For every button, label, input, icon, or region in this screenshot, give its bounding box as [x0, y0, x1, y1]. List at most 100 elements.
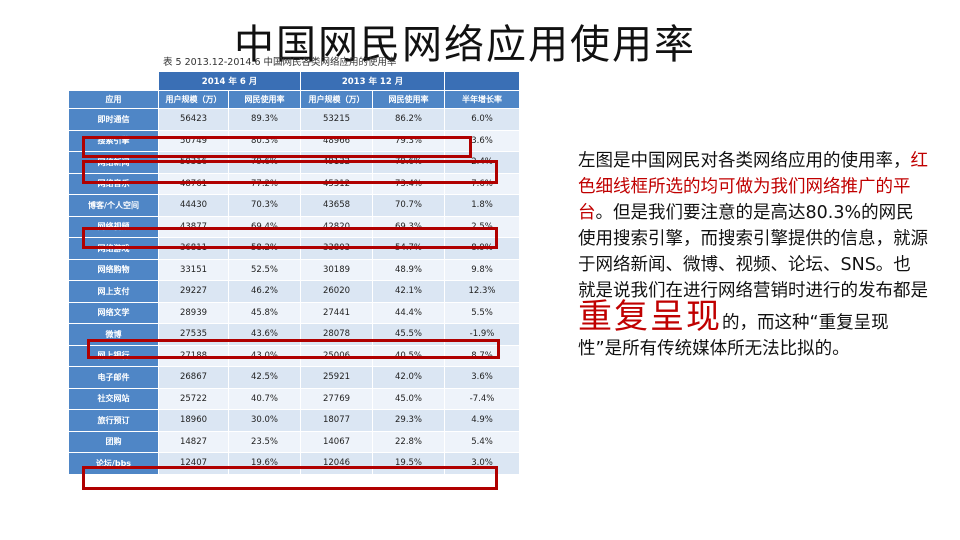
row-app-name: 即时通信 — [68, 108, 159, 131]
table-cell: 56423 — [158, 108, 229, 131]
table-cell: 36811 — [158, 237, 229, 260]
table-cell: 44.4% — [372, 301, 446, 324]
row-app-name: 网络音乐 — [68, 172, 159, 195]
table-cell: 14067 — [300, 430, 374, 453]
header-spacer-right — [444, 71, 519, 91]
row-app-name: 团购 — [68, 430, 159, 453]
table-cell: 8.9% — [444, 237, 519, 260]
table-cell: 48.9% — [372, 258, 446, 281]
table-row: 电子邮件 26867 42.5% 25921 42.0% 3.6% — [68, 366, 519, 389]
description-part: 。但是我们要注意的是高达80.3%的网民使用搜索引擎，而搜索引擎提供的信息，就源… — [578, 203, 928, 301]
table-cell: 12407 — [158, 452, 229, 475]
table-cell: 46.2% — [227, 280, 302, 303]
table-cell: 2.4% — [444, 151, 519, 174]
table-cell: 30.0% — [227, 409, 302, 432]
table-row: 博客/个人空间 44430 70.3% 43658 70.7% 1.8% — [68, 194, 519, 217]
table-cell: 58.2% — [227, 237, 302, 260]
table-cell: 7.6% — [444, 172, 519, 195]
table-cell: 44430 — [158, 194, 229, 217]
row-app-name: 社交网站 — [68, 387, 159, 410]
usage-table: 2014 年 6 月 2013 年 12 月 应用 用户规模（万） 网民使用率 … — [68, 71, 519, 475]
row-app-name: 网络视频 — [68, 215, 159, 238]
row-app-name: 网络文学 — [68, 301, 159, 324]
row-app-name: 微博 — [68, 323, 159, 346]
table-cell: 30189 — [300, 258, 374, 281]
table-cell: 69.3% — [372, 215, 446, 238]
table-cell: 33151 — [158, 258, 229, 281]
table-cell: 3.0% — [444, 452, 519, 475]
table-cell: 40.7% — [227, 387, 302, 410]
table-cell: 19.6% — [227, 452, 302, 475]
table-row: 网上支付 29227 46.2% 26020 42.1% 12.3% — [68, 280, 519, 303]
table-row: 社交网站 25722 40.7% 27769 45.0% -7.4% — [68, 387, 519, 410]
column-header: 应用 — [68, 90, 159, 109]
group-header-2014: 2014 年 6 月 — [157, 71, 302, 91]
table-cell: 12.3% — [444, 280, 519, 303]
column-header: 用户规模（万） — [158, 90, 229, 109]
table-cell: 3.6% — [444, 129, 519, 152]
table-cell: 23.5% — [227, 430, 302, 453]
table-cell: 45312 — [300, 172, 374, 195]
table-row: 网上银行 27188 43.0% 25006 40.5% 8.7% — [68, 344, 519, 367]
column-header: 网民使用率 — [227, 90, 302, 109]
table-cell: 50749 — [158, 129, 229, 152]
row-app-name: 论坛/bbs — [68, 452, 159, 475]
page-title: 中国网民网络应用使用率 — [234, 22, 696, 68]
table-cell: 29227 — [158, 280, 229, 303]
column-header: 网民使用率 — [372, 90, 446, 109]
table-cell: 27769 — [300, 387, 374, 410]
table-cell: 22.8% — [372, 430, 446, 453]
table-cell: 69.4% — [227, 215, 302, 238]
table-cell: 70.3% — [227, 194, 302, 217]
table-cell: 19.5% — [372, 452, 446, 475]
table-cell: 77.2% — [227, 172, 302, 195]
table-cell: 29.3% — [372, 409, 446, 432]
table-cell: 43.6% — [227, 323, 302, 346]
table-row: 微博 27535 43.6% 28078 45.5% -1.9% — [68, 323, 519, 346]
table-cell: 86.2% — [372, 108, 446, 131]
table-cell: 5.5% — [444, 301, 519, 324]
table-cell: 25921 — [300, 366, 374, 389]
row-app-name: 网络游戏 — [68, 237, 159, 260]
table-row: 网络视频 43877 69.4% 42820 69.3% 2.5% — [68, 215, 519, 238]
table-cell: 50316 — [158, 151, 229, 174]
table-cell: 89.3% — [227, 108, 302, 131]
table-cell: 80.3% — [227, 129, 302, 152]
table-row: 网络音乐 48761 77.2% 45312 73.4% 7.6% — [68, 172, 519, 195]
table-cell: 43877 — [158, 215, 229, 238]
table-cell: -1.9% — [444, 323, 519, 346]
table-cell: 52.5% — [227, 258, 302, 281]
table-cell: 42.5% — [227, 366, 302, 389]
table-cell: 25006 — [300, 344, 374, 367]
table-cell: 42820 — [300, 215, 374, 238]
description-part: 的，而这种“重复呈现性”是所有传统媒体所无法比拟的。 — [578, 313, 889, 359]
row-app-name: 旅行预订 — [68, 409, 159, 432]
table-row: 网络文学 28939 45.8% 27441 44.4% 5.5% — [68, 301, 519, 324]
description-emphasis: 重复呈现 — [578, 297, 722, 337]
column-header: 半年增长率 — [444, 90, 519, 109]
description-part: 左图是中国网民对各类网络应用的使用率， — [578, 151, 911, 171]
table-row: 团购 14827 23.5% 14067 22.8% 5.4% — [68, 430, 519, 453]
table-cell: 42.0% — [372, 366, 446, 389]
table-cell: 3.6% — [444, 366, 519, 389]
table-cell: 33803 — [300, 237, 374, 260]
table-row: 论坛/bbs 12407 19.6% 12046 19.5% 3.0% — [68, 452, 519, 475]
table-cell: 12046 — [300, 452, 374, 475]
table-row: 网络购物 33151 52.5% 30189 48.9% 9.8% — [68, 258, 519, 281]
table-cell: 49132 — [300, 151, 374, 174]
table-cell: 9.8% — [444, 258, 519, 281]
row-app-name: 电子邮件 — [68, 366, 159, 389]
table-cell: 53215 — [300, 108, 374, 131]
table-cell: 42.1% — [372, 280, 446, 303]
row-app-name: 搜索引擎 — [68, 129, 159, 152]
table-cell: -7.4% — [444, 387, 519, 410]
table-cell: 54.7% — [372, 237, 446, 260]
table-cell: 48761 — [158, 172, 229, 195]
row-app-name: 博客/个人空间 — [68, 194, 159, 217]
table-body: 即时通信 56423 89.3% 53215 86.2% 6.0% 搜索引擎 50749 80.… — [68, 108, 519, 475]
table-cell: 79.6% — [227, 151, 302, 174]
table-row: 网络游戏 36811 58.2% 33803 54.7% 8.9% — [68, 237, 519, 260]
table-cell: 43.0% — [227, 344, 302, 367]
table-row: 搜索引擎 50749 80.3% 48966 79.3% 3.6% — [68, 129, 519, 152]
table-cell: 6.0% — [444, 108, 519, 131]
